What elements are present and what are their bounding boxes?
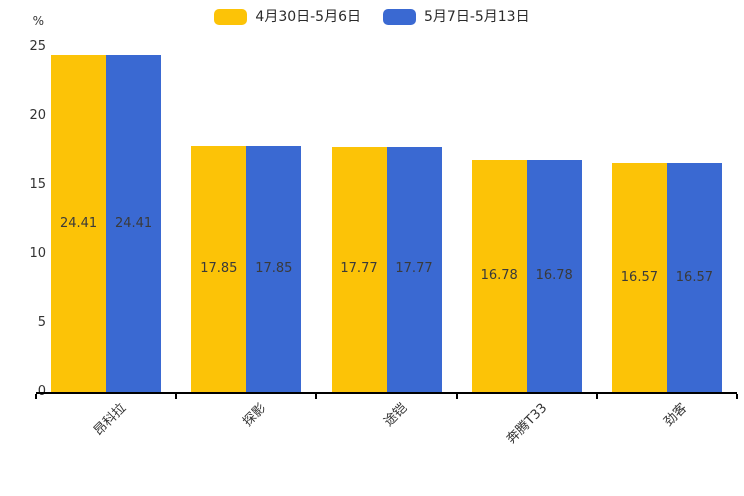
x-axis-tick bbox=[315, 394, 318, 399]
bar-value-label: 24.41 bbox=[59, 215, 98, 231]
x-axis-tick bbox=[175, 394, 178, 399]
bar-series-1 bbox=[471, 160, 527, 392]
bar-series-1 bbox=[191, 145, 247, 392]
legend-swatch-yellow-icon bbox=[214, 9, 248, 25]
x-axis-category-label: 探影 bbox=[240, 400, 270, 430]
legend-item-series-1[interactable]: 4月30日-5月6日 bbox=[214, 8, 361, 26]
legend-item-series-2[interactable]: 5月7日-5月13日 bbox=[383, 8, 530, 26]
x-axis-tick bbox=[595, 394, 598, 399]
bar-value-label: 17.85 bbox=[255, 260, 293, 276]
bar-series-1 bbox=[331, 146, 387, 392]
bar-value-label: 16.57 bbox=[620, 269, 658, 285]
y-axis-tick-label: 20 bbox=[29, 108, 46, 123]
chart-legend: 4月30日-5月6日 5月7日-5月13日 bbox=[0, 8, 744, 26]
x-axis-category-label: 奔腾T33 bbox=[503, 400, 551, 448]
bar-value-label: 16.78 bbox=[480, 268, 518, 284]
bar-series-2 bbox=[106, 55, 162, 392]
y-axis-tick-label: 5 bbox=[37, 315, 46, 330]
y-axis-tick-label: 10 bbox=[29, 246, 46, 261]
bar-series-1 bbox=[51, 55, 107, 392]
bar-value-label: 16.57 bbox=[675, 269, 713, 285]
bar-series-2 bbox=[526, 160, 582, 392]
x-axis-line bbox=[36, 392, 737, 394]
legend-swatch-blue-icon bbox=[383, 9, 416, 25]
x-axis-category-label: 劲客 bbox=[661, 400, 691, 430]
bar-series-1 bbox=[611, 163, 667, 392]
y-axis-tick-label: 25 bbox=[29, 39, 46, 54]
x-axis-tick bbox=[455, 394, 458, 399]
bar-value-label: 24.41 bbox=[114, 215, 153, 231]
y-axis-unit-label: % bbox=[32, 14, 44, 28]
x-axis-tick bbox=[35, 394, 37, 399]
x-axis-category-label: 途铠 bbox=[380, 400, 410, 430]
bar-series-2 bbox=[386, 146, 442, 392]
legend-label-series-1: 4月30日-5月6日 bbox=[255, 9, 361, 25]
y-axis-tick-label: 15 bbox=[29, 177, 46, 192]
bar-value-label: 17.85 bbox=[200, 260, 238, 276]
bar-value-label: 17.77 bbox=[395, 261, 433, 277]
bar-value-label: 17.77 bbox=[340, 261, 378, 277]
legend-label-series-2: 5月7日-5月13日 bbox=[424, 9, 530, 25]
bar-series-2 bbox=[246, 145, 302, 392]
bar-series-2 bbox=[666, 163, 722, 392]
y-axis-tick-label: 0 bbox=[14, 383, 46, 401]
bar-value-label: 16.78 bbox=[535, 268, 573, 284]
x-axis-category-label: 昂科拉 bbox=[91, 400, 130, 439]
x-axis-tick bbox=[736, 394, 738, 399]
